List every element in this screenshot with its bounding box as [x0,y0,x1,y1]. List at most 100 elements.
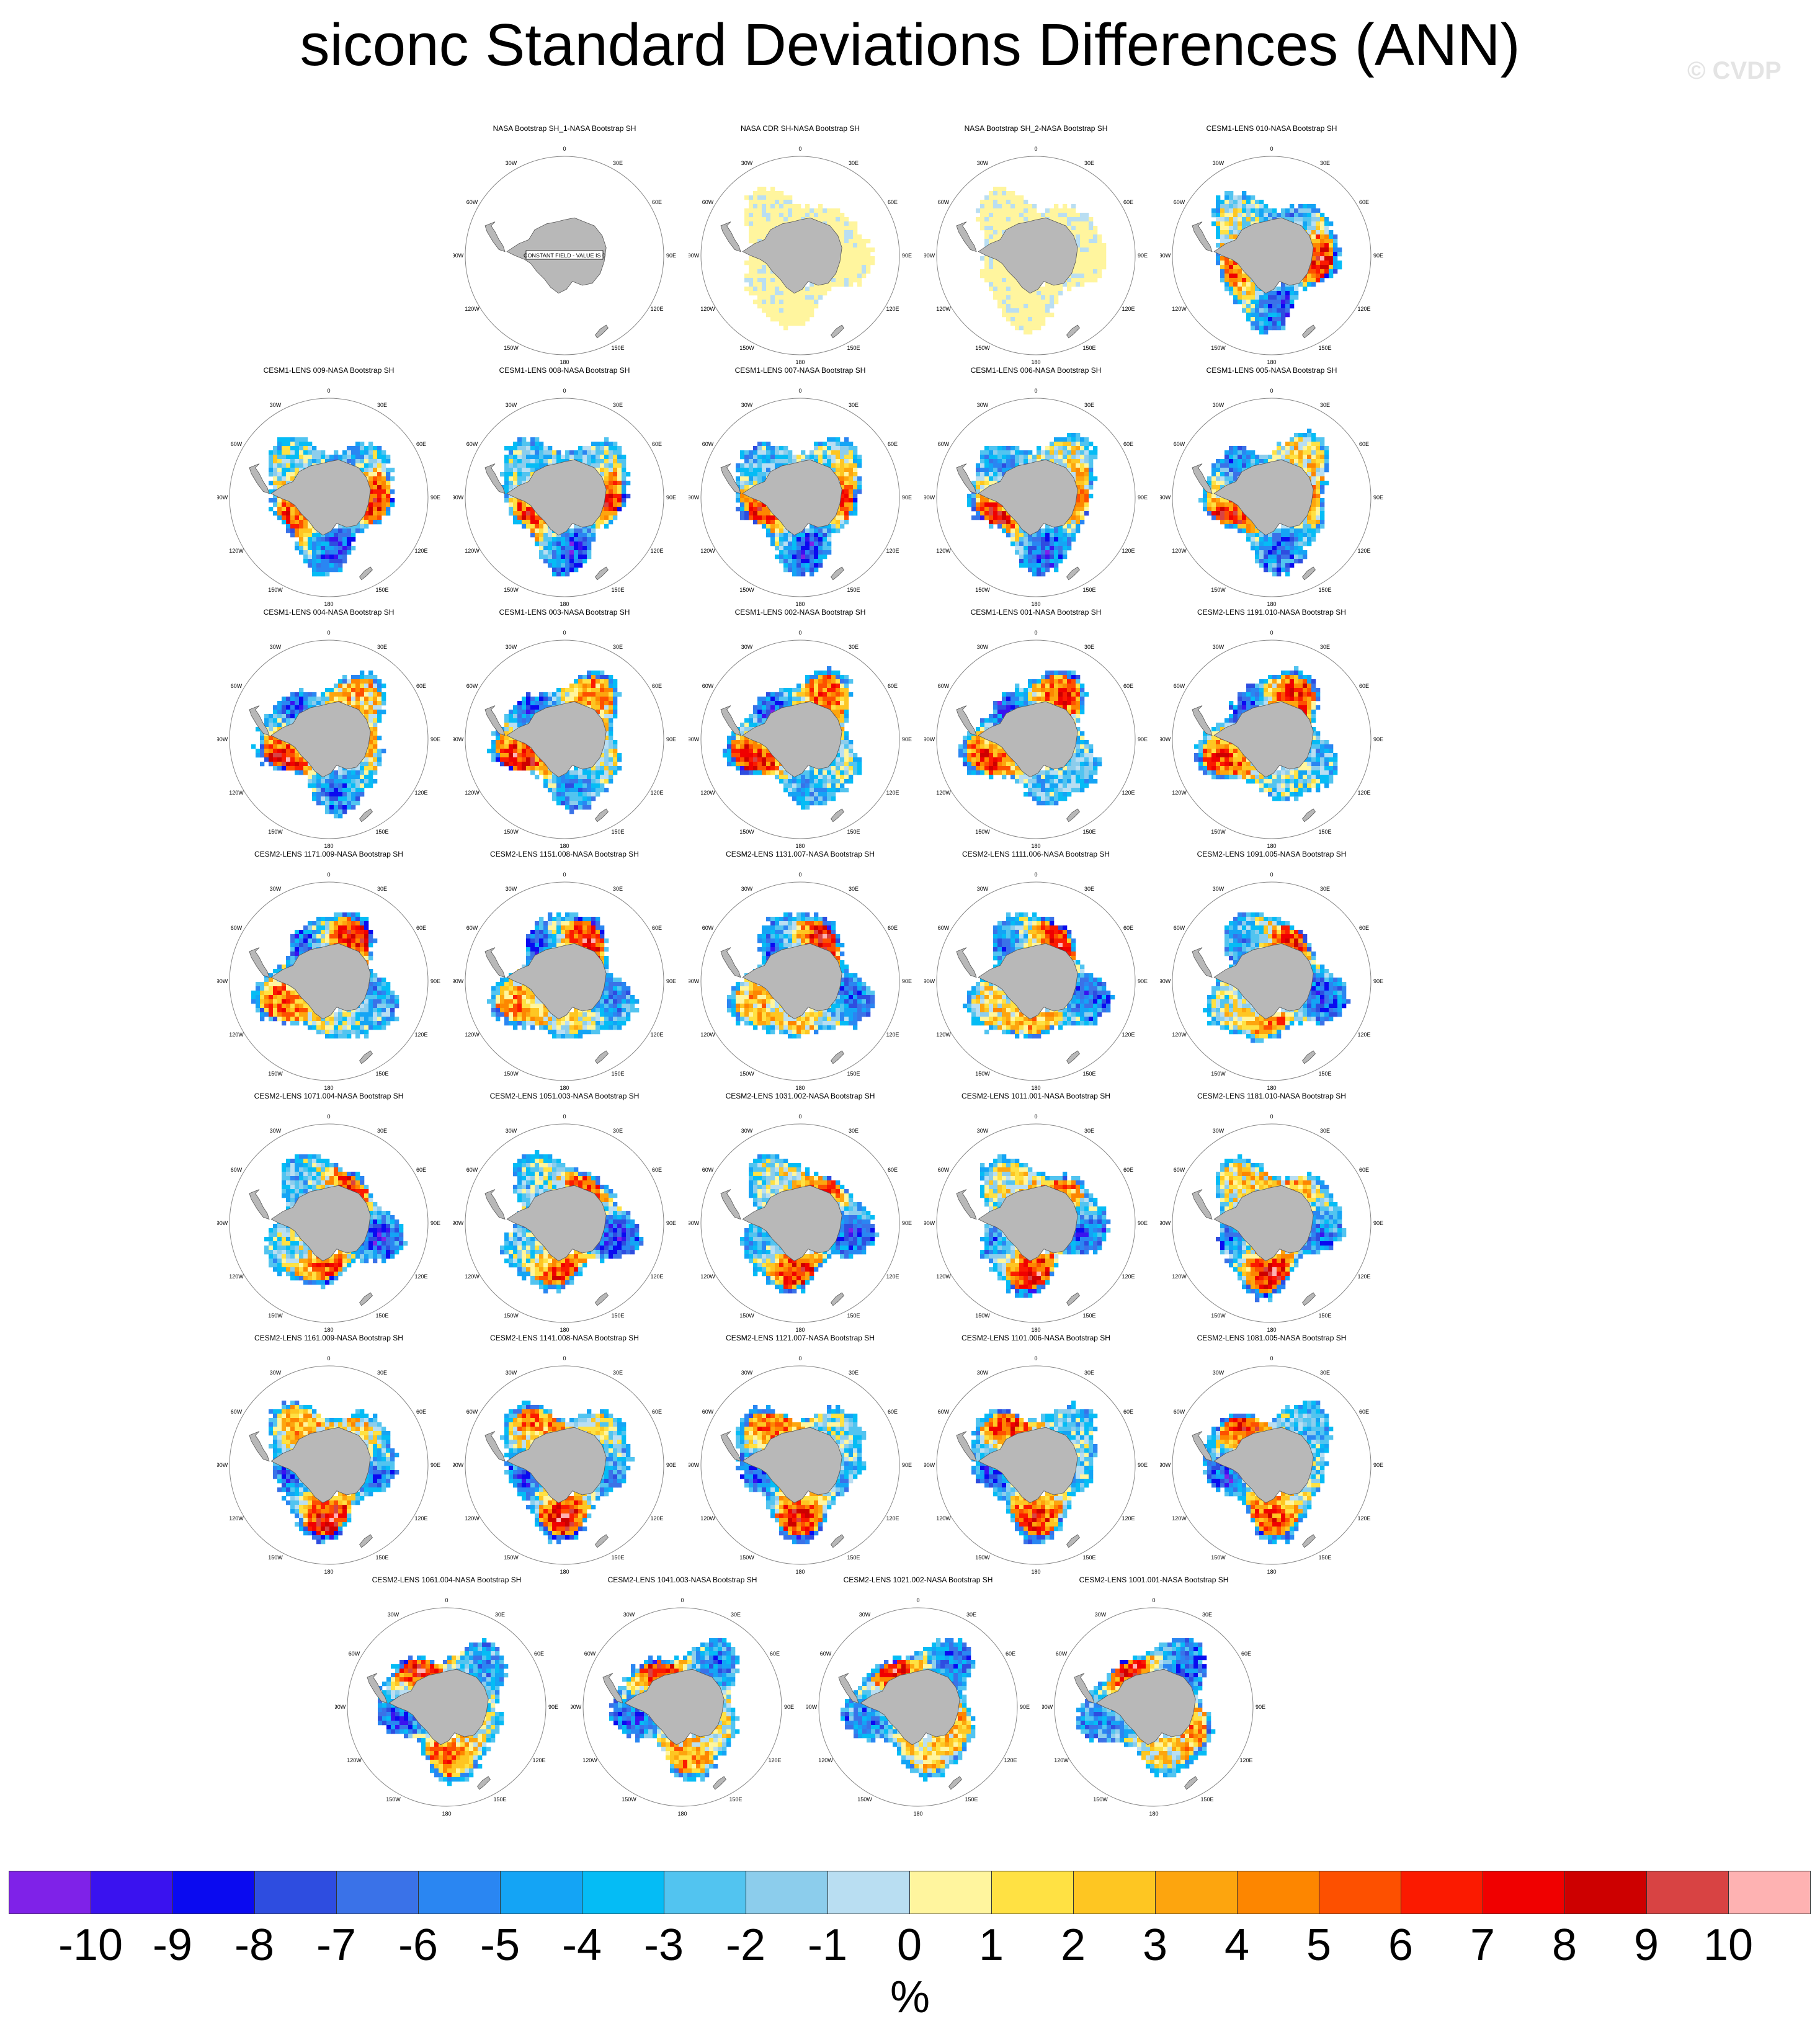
data-cell [1311,494,1316,499]
data-cell [814,528,819,533]
data-cell [849,502,854,507]
data-cell [1311,217,1316,222]
data-cell [1089,226,1094,231]
data-cell [1298,559,1303,564]
data-cell [853,239,858,244]
data-cell [264,736,269,741]
data-cell [578,692,583,697]
data-cell [853,230,858,235]
data-cell [775,221,780,226]
data-cell [775,213,780,218]
data-cell [600,692,605,697]
data-cell [1316,247,1321,252]
data-cell [1259,200,1264,205]
data-cell [810,572,814,577]
data-cell [1216,507,1221,512]
data-cell [779,555,784,559]
data-cell [980,494,985,499]
data-cell [360,779,365,784]
data-cell [299,437,304,442]
data-cell [749,476,754,481]
data-cell [360,520,365,525]
data-cell [840,274,845,279]
data-cell [1054,528,1059,533]
data-cell [1285,559,1290,564]
data-cell [1324,247,1329,252]
data-cell [762,226,767,231]
data-cell [775,520,780,525]
data-cell [844,252,849,257]
data-cell [1093,274,1098,279]
data-cell [862,274,867,279]
data-cell [1298,433,1303,438]
data-cell [984,195,989,200]
data-cell [556,559,561,564]
data-cell [342,688,347,693]
data-cell [273,753,278,758]
data-cell [1307,524,1312,529]
data-cell [788,321,793,326]
data-cell [976,208,981,213]
data-cell [1311,507,1316,512]
data-cell [373,502,378,507]
data-cell [753,239,758,244]
data-cell [617,481,622,486]
data-cell [504,727,509,732]
data-cell [500,736,505,741]
data-cell [329,688,334,693]
data-cell [775,200,780,205]
data-cell [530,533,535,538]
data-cell [377,485,382,490]
data-cell [1019,321,1024,326]
data-cell [753,520,758,525]
data-cell [373,463,378,468]
data-cell [1054,555,1059,559]
data-cell [282,511,287,516]
data-cell [1071,274,1076,279]
data-cell [600,463,605,468]
data-cell [596,688,600,693]
data-cell [312,455,317,460]
data-cell [1294,442,1299,447]
data-cell [535,757,540,762]
data-cell [548,563,553,568]
data-cell [604,710,609,715]
longitude-label: 90W [1160,252,1171,259]
data-cell [775,217,780,222]
data-cell [264,723,269,728]
data-cell [360,463,365,468]
data-cell [1311,485,1316,490]
data-cell [1294,213,1299,218]
data-cell [1246,520,1251,525]
data-cell [1010,321,1015,326]
data-cell [1063,442,1068,447]
data-cell [1015,524,1020,529]
data-cell [513,515,518,520]
data-cell [1229,221,1234,226]
data-cell [1233,515,1238,520]
data-cell [329,546,334,551]
data-cell [1238,204,1242,209]
data-cell [1024,537,1028,542]
data-cell [500,472,505,477]
data-cell [1010,282,1015,287]
data-cell [1019,304,1024,309]
data-cell [849,230,854,235]
data-cell [823,208,827,213]
data-cell [565,550,570,555]
data-cell [535,705,540,710]
data-cell [779,455,784,460]
data-cell [1277,291,1282,296]
data-cell [1224,282,1229,287]
data-cell [377,498,382,503]
data-cell [1224,256,1229,261]
data-cell [1024,308,1028,313]
data-cell [801,450,806,455]
data-cell [1019,450,1024,455]
data-cell [1233,200,1238,205]
data-cell [504,463,509,468]
data-cell [364,472,369,477]
data-cell [587,459,592,464]
data-cell [613,511,618,516]
data-cell [1063,533,1068,538]
